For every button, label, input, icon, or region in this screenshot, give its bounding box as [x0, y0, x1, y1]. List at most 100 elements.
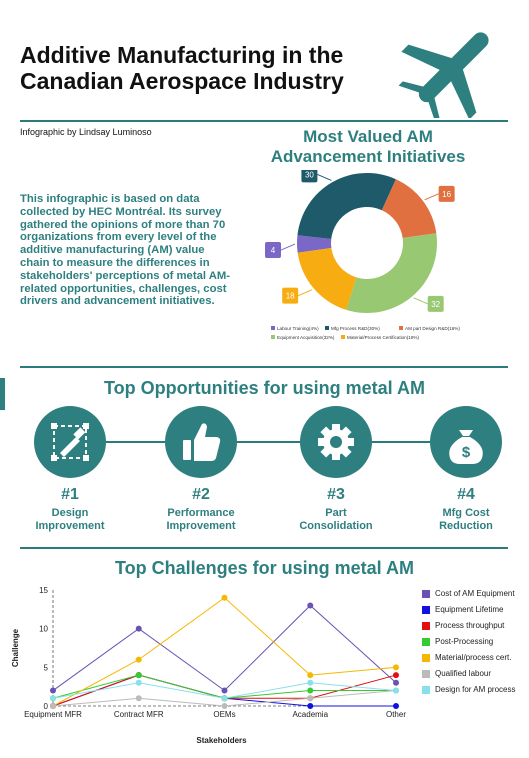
donut-legend-swatch — [271, 326, 275, 330]
data-point — [50, 687, 56, 694]
data-point — [307, 672, 314, 679]
donut-slice — [381, 179, 437, 238]
challenges-heading: Top Challenges for using metal AM — [114, 558, 415, 578]
donut-value-badge — [282, 287, 299, 304]
donut-value-label: 18 — [286, 292, 295, 301]
header-divider — [20, 120, 508, 122]
legend-entry: Post-Processing — [422, 637, 527, 653]
side-tab[interactable] — [0, 378, 5, 410]
donut-legend-swatch — [325, 326, 329, 330]
intro-text: This infographic is based on data collec… — [20, 193, 231, 308]
opportunity-3-circle — [300, 406, 372, 478]
opportunity-2-circle — [165, 406, 237, 478]
donut-callout-line — [317, 173, 332, 181]
data-point — [307, 687, 314, 694]
x-tick-label: Other — [386, 710, 406, 719]
data-point — [135, 625, 142, 632]
data-point — [307, 703, 314, 709]
x-tick-label: Contract MFR — [114, 710, 164, 719]
legend-label: Cost of AM Equipment — [435, 589, 515, 598]
data-point — [135, 672, 142, 679]
legend-swatch — [422, 669, 430, 678]
donut-callout-line — [297, 289, 313, 297]
challenges-line-chart: 0 5 10 15 Equipment MFR Contract MFR OEMs Acade… — [11, 586, 406, 745]
donut-value-badge — [438, 185, 455, 202]
opportunity-2-label: Performance Improvement — [166, 507, 236, 532]
legend-entry: Qualified labour — [422, 669, 527, 685]
data-point — [221, 594, 228, 601]
thumbs-up-icon — [183, 423, 221, 461]
data-point — [307, 679, 314, 686]
y-tick-label: 0 — [44, 702, 49, 711]
design-icon — [51, 423, 89, 461]
data-point — [393, 672, 399, 679]
legend-entry: Equipment Lifetime — [422, 605, 527, 621]
donut-value-label: 4 — [271, 246, 276, 255]
challenges-legend: Cost of AM Equipment Equipment Lifetime Pr… — [422, 589, 527, 701]
legend-label: Material/process cert. — [435, 653, 512, 662]
legend-label: Post-Processing — [435, 637, 494, 646]
donut-callout-line — [424, 193, 439, 201]
donut-chart: 4 30 16 32 18 Labour Training(4%) Mfg Process … — [265, 170, 460, 340]
legend-entry: Design for AM process — [422, 685, 527, 701]
legend-swatch — [422, 605, 430, 614]
legend-swatch — [422, 653, 430, 662]
donut-legend-label: Material/Process Certification(18%) — [347, 335, 419, 340]
section-divider-1 — [20, 366, 508, 368]
legend-label: Design for AM process — [435, 685, 516, 694]
donut-value-label: 30 — [305, 170, 314, 179]
data-point — [221, 695, 228, 702]
donut-value-badge — [265, 242, 282, 259]
money-bag-icon: $ — [449, 430, 483, 464]
page-title: Additive Manufacturing in the Canadian A… — [20, 42, 344, 94]
section-divider-2 — [20, 547, 508, 549]
legend-label: Qualified labour — [435, 669, 492, 678]
legend-swatch — [422, 637, 430, 646]
data-point — [50, 695, 56, 702]
opportunity-1-circle — [34, 406, 106, 478]
donut-value-badge — [301, 170, 318, 183]
legend-swatch — [422, 685, 430, 694]
donut-legend-swatch — [341, 335, 345, 339]
opportunity-1-rank: #1 — [61, 486, 79, 503]
donut-legend-swatch — [271, 335, 275, 339]
data-point — [307, 602, 314, 609]
data-point — [393, 664, 399, 671]
opportunity-3-rank: #3 — [327, 486, 345, 503]
legend-label: Equipment Lifetime — [435, 605, 504, 614]
opportunity-4-rank: #4 — [457, 486, 475, 503]
donut-heading: Most Valued AM Advancement Initiatives — [270, 127, 466, 166]
legend-label: Process throughput — [435, 621, 505, 630]
legend-entry: Cost of AM Equipment — [422, 589, 527, 605]
opportunity-4-circle: $ — [430, 406, 502, 478]
donut-value-label: 16 — [442, 190, 451, 199]
gear-icon — [318, 424, 354, 460]
donut-slice — [297, 248, 357, 310]
opportunity-2-rank: #2 — [192, 486, 210, 503]
donut-legend-label: Equipment Acquisition(32%) — [277, 335, 335, 340]
y-axis-title: Challenge — [11, 628, 20, 667]
opportunities-connector — [80, 441, 460, 443]
donut-slice — [297, 235, 332, 253]
donut-value-label: 32 — [431, 300, 440, 309]
donut-legend-label: Mfg Process R&D(30%) — [331, 326, 380, 331]
y-tick-label: 10 — [39, 625, 48, 634]
donut-callout-line — [280, 243, 296, 251]
opportunity-1-label: Design Improvement — [35, 507, 105, 532]
legend-swatch — [422, 621, 430, 630]
credit-text: Infographic by Lindsay Luminoso — [20, 127, 152, 137]
data-point — [135, 695, 142, 702]
data-point — [307, 695, 314, 702]
airplane-icon — [398, 32, 489, 118]
data-point — [393, 703, 399, 709]
opportunity-4-label: Mfg Cost Reduction — [439, 507, 493, 532]
data-point — [50, 703, 56, 709]
donut-callout-line — [413, 297, 428, 305]
donut-legend-swatch — [399, 326, 403, 330]
donut-legend-label: AM part Design R&D(16%) — [405, 326, 460, 331]
donut-value-badge — [427, 295, 444, 312]
legend-swatch — [422, 589, 430, 598]
donut-slice — [346, 233, 437, 313]
data-point — [135, 656, 142, 663]
data-point — [135, 679, 142, 686]
